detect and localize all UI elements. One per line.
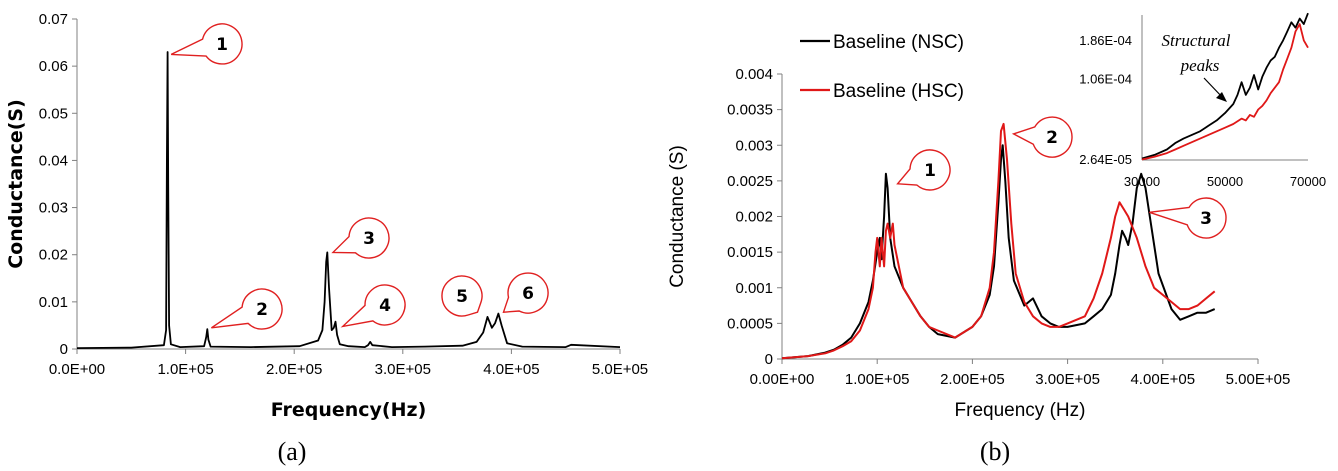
x-tick-label: 5.0E+05 [592,361,648,378]
y-tick-label: 0.06 [39,58,68,75]
chart-panel-a: 0 0.01 0.02 0.03 0.04 0.05 0.06 0.07 0.0E+00 1.0E… [5,11,648,421]
y-tick-label: 0 [60,341,68,358]
peak-callout-number: 1 [924,161,936,181]
x-tick-label: 0.0E+00 [49,361,105,378]
y-tick-label: 0 [765,351,773,368]
x-tick-label: 2.00E+05 [940,371,1005,388]
series-line-2 [781,122,1216,360]
y-tick-label: 0.003 [735,137,773,154]
x-tick-label: 1.00E+05 [845,371,910,388]
inset-x-tick-label: 50000 [1207,174,1243,189]
y-tick-label: 0.0005 [727,315,773,332]
y-tick-label: 0.07 [39,11,68,28]
legend-label-2: Baseline (HSC) [833,81,964,102]
panel-b-label: (b) [980,437,1010,466]
peak-callout-3 [1149,197,1227,239]
chart-panel-b: 0 0.0005 0.001 0.0015 0.002 0.0025 0.003 0.0035… [667,32,1290,421]
x-tick-label: 4.00E+05 [1130,371,1195,388]
y-tick-label: 0.05 [39,105,68,122]
y-axis-title: Conductance (S) [667,145,688,288]
peak-callout-1 [170,23,243,65]
inset-y-tick-label: 1.86E-04 [1079,33,1132,48]
inset-y-tick-label: 1.06E-04 [1079,72,1132,87]
peak-callout-number: 2 [256,300,268,320]
peak-callout-4 [340,284,406,328]
peak-callout-number: 3 [1200,209,1212,229]
inset-x-tick-label: 70000 [1290,174,1326,189]
inset-series-line-1 [1141,12,1309,160]
peak-callout-number: 2 [1046,128,1058,148]
x-tick-label: 3.00E+05 [1035,371,1100,388]
inset-series-line-2 [1141,23,1309,161]
y-tick-label: 0.0035 [727,102,773,119]
x-axis-title: Frequency(Hz) [271,399,427,421]
legend-label-1: Baseline (NSC) [833,32,964,53]
peak-callout-number: 1 [216,35,228,55]
x-tick-label: 0.00E+00 [750,371,815,388]
x-axis-title: Frequency (Hz) [955,400,1086,421]
series-line-1 [76,51,621,349]
inset-note-line-1: Structural [1162,31,1231,50]
y-tick-label: 0.002 [735,209,773,226]
y-axis-title: Conductance(S) [5,99,27,269]
peak-callout-2 [1011,116,1073,158]
y-tick-label: 0.03 [39,200,68,217]
x-tick-label: 4.0E+05 [483,361,539,378]
x-tick-label: 1.0E+05 [157,361,213,378]
peak-callout-5 [441,275,483,317]
y-tick-label: 0.02 [39,247,68,264]
x-tick-label: 5.00E+05 [1226,371,1291,388]
peak-callout-2 [211,288,283,330]
inset-x-tick-label: 30000 [1124,174,1160,189]
y-tick-label: 0.0015 [727,244,773,261]
y-tick-label: 0.004 [735,66,773,83]
y-tick-label: 0.0025 [727,173,773,190]
y-tick-label: 0.01 [39,294,68,311]
series-line-1 [781,144,1216,360]
peak-callout-number: 4 [379,296,391,316]
panel-a-label: (a) [278,437,307,466]
inset-note-line-2: peaks [1180,56,1220,75]
chart-inset-b: 2.64E-05 1.06E-04 1.86E-04 30000 50000 70000 S… [1079,12,1326,189]
peak-callout-3 [331,217,390,259]
peak-callout-number: 6 [522,284,534,304]
inset-note-arrowhead [1216,92,1227,102]
peak-callout-number: 5 [456,287,468,307]
y-tick-label: 0.001 [735,280,773,297]
x-tick-label: 2.0E+05 [266,361,322,378]
peak-callout-6 [502,272,549,314]
y-tick-label: 0.04 [39,152,68,169]
x-tick-label: 3.0E+05 [375,361,431,378]
peak-callout-1 [896,149,951,191]
inset-y-tick-label: 2.64E-05 [1079,152,1132,167]
peak-callout-number: 3 [363,229,375,249]
